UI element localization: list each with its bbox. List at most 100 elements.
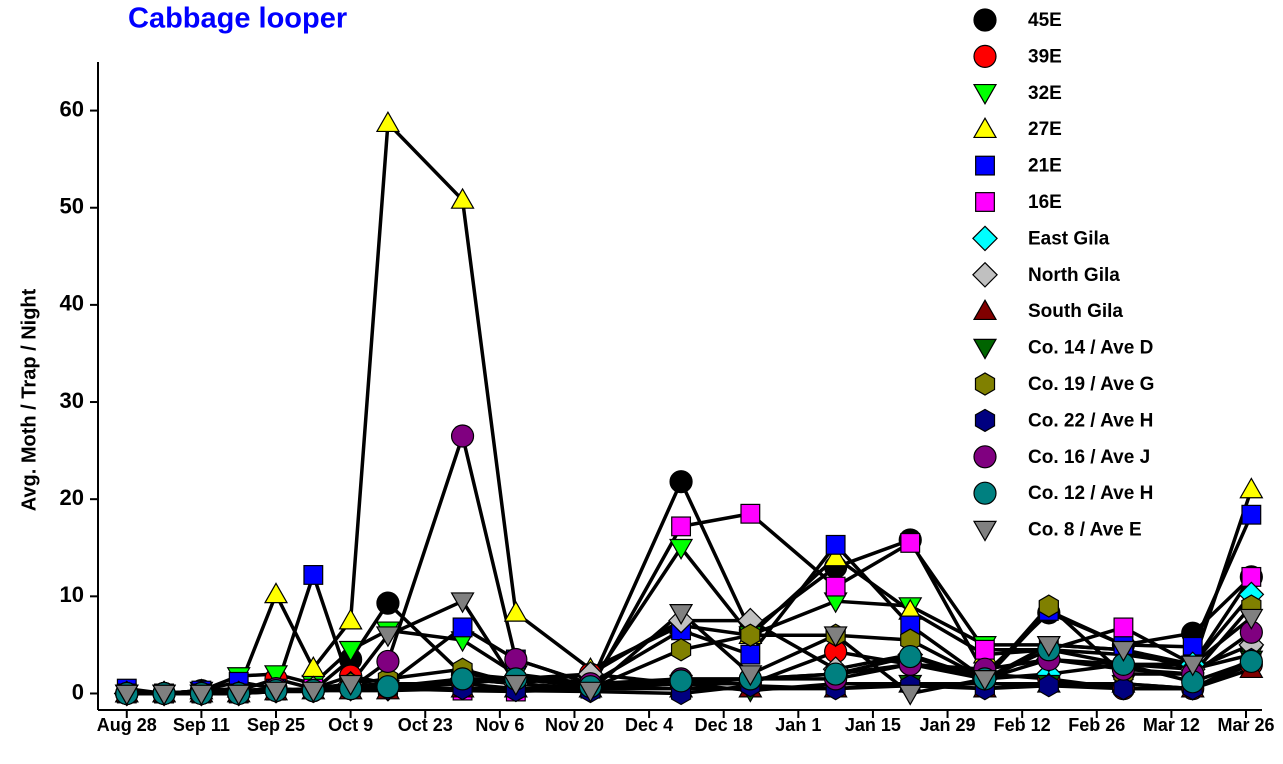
legend-marker xyxy=(973,8,997,32)
x-tick-label: Mar 26 xyxy=(1217,715,1275,735)
point xyxy=(738,665,763,687)
legend-label: 39E xyxy=(1028,46,1062,67)
point xyxy=(1036,636,1061,658)
point xyxy=(338,674,363,696)
legend-marker xyxy=(972,261,998,288)
point xyxy=(450,187,475,209)
x-tick-label: Nov 20 xyxy=(544,715,604,735)
legend-marker xyxy=(974,408,996,433)
x-tick-label: Jan 1 xyxy=(775,715,822,735)
point xyxy=(823,626,848,648)
point xyxy=(974,639,995,660)
x-tick-label: Dec 4 xyxy=(625,715,674,735)
y-tick-label: 50 xyxy=(60,194,84,219)
legend-label: North Gila xyxy=(1028,265,1120,286)
point xyxy=(376,675,400,699)
point xyxy=(263,681,289,703)
legend-label: 21E xyxy=(1028,156,1062,177)
legend-label: Co. 16 / Ave J xyxy=(1028,447,1150,468)
legend-marker xyxy=(972,298,998,321)
point xyxy=(504,647,528,672)
point xyxy=(263,582,289,604)
legend-marker xyxy=(972,225,998,252)
y-tick-label: 30 xyxy=(60,388,84,413)
x-tick-label: Jan 15 xyxy=(844,715,901,735)
legend-label: East Gila xyxy=(1028,228,1110,249)
point xyxy=(669,603,694,626)
point xyxy=(152,684,177,706)
x-tick-label: Oct 9 xyxy=(328,715,374,735)
legend-marker xyxy=(973,44,997,69)
point xyxy=(825,534,846,555)
x-tick-label: Sep 25 xyxy=(246,715,306,735)
y-tick-label: 60 xyxy=(60,96,84,121)
point xyxy=(1239,477,1264,499)
chart-title: Cabbage looper xyxy=(128,3,347,35)
x-tick-label: Sep 11 xyxy=(172,715,230,735)
point xyxy=(338,608,363,630)
y-axis-label: Avg. Moth / Trap / Night xyxy=(18,288,40,511)
point xyxy=(824,662,848,686)
legend-marker xyxy=(973,481,997,505)
legend-label: 32E xyxy=(1028,83,1062,104)
point xyxy=(1239,649,1263,674)
y-tick-label: 40 xyxy=(60,291,84,316)
x-tick-label: Oct 23 xyxy=(397,715,453,735)
point xyxy=(578,681,603,703)
point xyxy=(263,665,289,687)
point xyxy=(338,640,363,662)
legend-marker xyxy=(972,116,998,139)
point xyxy=(669,538,694,560)
point xyxy=(189,684,214,706)
point xyxy=(303,565,324,585)
legend-label: 16E xyxy=(1028,192,1062,213)
legend-label: Co. 19 / Ave G xyxy=(1028,374,1154,395)
legend-label: South Gila xyxy=(1028,301,1123,322)
point xyxy=(301,681,326,703)
point xyxy=(503,600,528,622)
legend-marker xyxy=(975,155,995,176)
point xyxy=(972,670,997,692)
legend-label: Co. 8 / Ave E xyxy=(1028,520,1142,541)
point xyxy=(375,110,400,133)
x-tick-label: Feb 26 xyxy=(1068,715,1126,735)
point xyxy=(376,649,400,674)
x-tick-label: Feb 12 xyxy=(993,715,1051,735)
point xyxy=(900,532,921,553)
legend-label: 45E xyxy=(1028,10,1062,31)
x-tick-label: Aug 28 xyxy=(96,715,157,735)
point xyxy=(375,626,400,648)
y-tick-label: 20 xyxy=(60,485,84,510)
point xyxy=(669,470,693,494)
point xyxy=(1038,674,1059,698)
legend-marker xyxy=(973,445,997,469)
point xyxy=(450,592,475,614)
point xyxy=(740,503,761,524)
point xyxy=(376,591,400,615)
point xyxy=(450,424,475,448)
point xyxy=(450,667,475,691)
point xyxy=(452,617,473,638)
legend-label: Co. 22 / Ave H xyxy=(1028,410,1153,431)
point xyxy=(1180,655,1205,677)
point xyxy=(670,638,692,662)
point xyxy=(740,623,761,647)
legend-marker xyxy=(972,338,998,360)
x-tick-label: Mar 12 xyxy=(1142,715,1200,735)
point xyxy=(669,669,693,693)
point xyxy=(114,684,139,706)
point xyxy=(823,545,848,567)
point xyxy=(898,644,922,669)
point xyxy=(898,684,923,706)
point xyxy=(1241,504,1262,525)
y-tick-label: 10 xyxy=(60,582,84,607)
legend-marker xyxy=(972,520,998,542)
legend-marker xyxy=(974,372,996,396)
point xyxy=(1038,594,1059,618)
point xyxy=(740,644,761,665)
point xyxy=(503,674,528,696)
legend-label: Co. 12 / Ave H xyxy=(1028,483,1153,504)
x-tick-label: Jan 29 xyxy=(919,715,976,735)
